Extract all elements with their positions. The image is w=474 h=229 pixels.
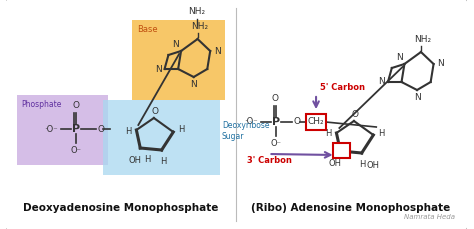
Text: OH: OH: [329, 159, 342, 168]
Text: O: O: [351, 110, 358, 119]
Text: P: P: [72, 124, 80, 134]
Text: H: H: [325, 128, 332, 137]
Text: H: H: [378, 128, 384, 137]
Text: P: P: [272, 117, 280, 127]
Text: H: H: [125, 126, 131, 136]
Text: H: H: [178, 125, 184, 134]
Text: N: N: [190, 80, 197, 89]
Text: N: N: [173, 40, 179, 49]
Text: OH: OH: [367, 161, 380, 170]
Text: O⁻: O⁻: [271, 139, 282, 148]
Text: ·O⁻: ·O⁻: [244, 117, 258, 126]
Text: N: N: [155, 65, 162, 74]
Text: N: N: [414, 93, 420, 102]
Text: H: H: [359, 160, 366, 169]
FancyBboxPatch shape: [17, 95, 108, 165]
Text: NH₂: NH₂: [191, 22, 208, 31]
Text: ·O⁻: ·O⁻: [44, 125, 58, 134]
Text: O: O: [151, 107, 158, 116]
Text: N: N: [378, 77, 385, 87]
Text: H: H: [144, 155, 151, 164]
Text: N: N: [214, 46, 221, 55]
Text: Phosphate: Phosphate: [21, 100, 61, 109]
Text: H: H: [160, 157, 167, 166]
Text: OH: OH: [129, 156, 142, 165]
Text: NH₂: NH₂: [414, 35, 431, 44]
Text: Deoxyribose
Sugar: Deoxyribose Sugar: [222, 121, 269, 141]
Text: O: O: [294, 117, 301, 126]
Text: NH₂: NH₂: [188, 7, 205, 16]
Text: Deoxyadenosine Monophosphate: Deoxyadenosine Monophosphate: [23, 203, 219, 213]
Bar: [306, 114, 326, 130]
FancyBboxPatch shape: [133, 20, 225, 100]
FancyBboxPatch shape: [4, 0, 468, 229]
Text: N: N: [396, 53, 402, 62]
Text: 5' Carbon: 5' Carbon: [320, 83, 365, 92]
FancyBboxPatch shape: [103, 100, 220, 175]
Text: O: O: [98, 125, 105, 134]
Bar: [333, 143, 350, 158]
Text: N: N: [438, 60, 444, 68]
Text: (Ribo) Adenosine Monophosphate: (Ribo) Adenosine Monophosphate: [251, 203, 451, 213]
Text: Base: Base: [137, 25, 158, 34]
Text: Namrata Heda: Namrata Heda: [404, 214, 455, 220]
Text: CH₂: CH₂: [308, 117, 324, 126]
Text: O: O: [272, 94, 279, 103]
Text: O: O: [73, 101, 80, 110]
Text: O⁻: O⁻: [71, 146, 82, 155]
Text: 3' Carbon: 3' Carbon: [247, 156, 292, 165]
